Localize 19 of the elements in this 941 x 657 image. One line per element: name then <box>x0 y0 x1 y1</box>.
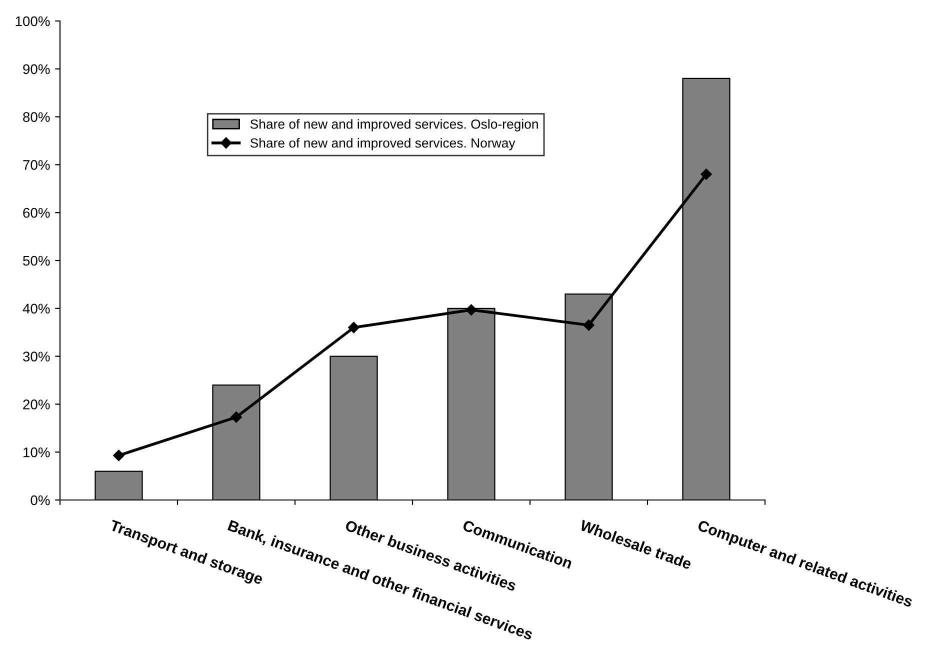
y-tick-label: 40% <box>22 304 50 314</box>
point <box>466 304 477 316</box>
point <box>583 320 594 331</box>
y-tick-label: 80% <box>23 112 50 122</box>
point <box>348 322 360 334</box>
point <box>700 168 712 180</box>
y-tick-label: 0% <box>30 495 50 506</box>
y-tick-label: 30% <box>23 352 50 362</box>
y-tick-label: 10% <box>24 447 50 458</box>
point <box>113 450 124 462</box>
point <box>230 412 242 423</box>
y-tick-label: 20% <box>23 400 50 410</box>
y-tick-label: 70% <box>23 160 50 170</box>
legend-label: Share of new and improved services. Oslo-region <box>250 119 538 132</box>
y-tick-label: 60% <box>23 208 50 218</box>
y-tick-label: 90% <box>23 64 50 74</box>
y-tick-label: 50% <box>23 256 50 266</box>
legend-label: Share of new and improved services. Norway <box>250 138 516 150</box>
y-tick-label: 100% <box>16 16 50 26</box>
